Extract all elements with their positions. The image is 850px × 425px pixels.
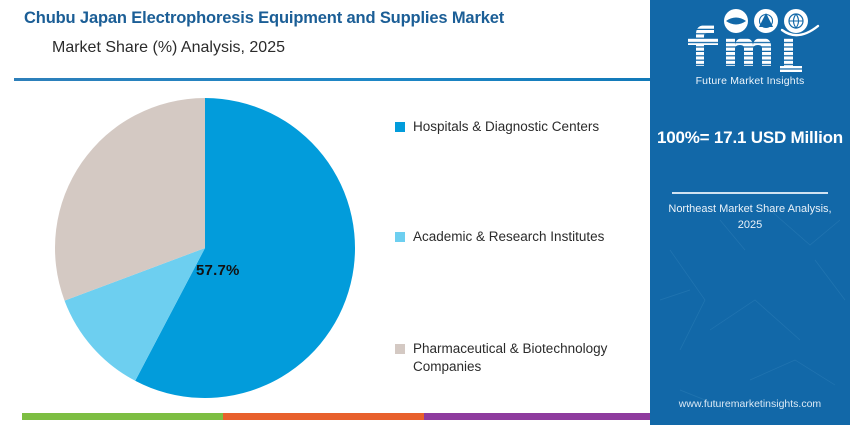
pie-chart-svg [55, 98, 355, 398]
pie-slice-2[interactable] [55, 98, 205, 301]
logo-circle-icons [724, 9, 808, 33]
legend-label-1: Academic & Research Institutes [413, 229, 605, 244]
footer-strip-segment-2 [423, 413, 650, 420]
panel-texture-decoration [659, 209, 846, 411]
fmi-logo-tagline: Future Market Insights [695, 75, 805, 87]
page-title: Chubu Japan Electrophoresis Equipment an… [24, 9, 505, 27]
brand-panel: Future Market Insights 100%= 17.1 USD Mi… [650, 0, 850, 425]
website-url[interactable]: www.futuremarketinsights.com [678, 398, 822, 410]
fmi-logo-icon [688, 9, 820, 72]
title-block: Chubu Japan Electrophoresis Equipment an… [0, 0, 650, 80]
legend-item-academic-research-institutes[interactable]: Academic & Research Institutes [395, 228, 645, 246]
legend-label-0: Hospitals & Diagnostic Centers [413, 119, 600, 134]
panel-caption: Northeast Market Share Analysis, 2025 [668, 203, 832, 231]
fmi-logo: Future Market Insights [650, 8, 850, 90]
legend-swatch-icon-0 [395, 122, 405, 132]
footer-strip-segment-1 [222, 413, 424, 420]
pie-chart [55, 98, 355, 398]
pie-slice-group [55, 98, 355, 398]
legend-swatch-icon-1 [395, 232, 405, 242]
page-subtitle: Market Share (%) Analysis, 2025 [52, 38, 285, 56]
footer-strip-segment-0 [22, 413, 223, 420]
legend-item-pharmaceutical-biotechnology-companies[interactable]: Pharmaceutical & Biotechnology Companies [395, 340, 645, 376]
legend-label-2: Pharmaceutical & Biotechnology Companies [413, 341, 608, 375]
pie-slice-1[interactable] [64, 248, 205, 381]
panel-divider [672, 192, 828, 194]
chart-panel: Chubu Japan Electrophoresis Equipment an… [0, 0, 655, 398]
pie-slice-0[interactable] [135, 98, 355, 398]
legend-swatch-icon-2 [395, 344, 405, 354]
title-divider [14, 78, 655, 81]
total-value-label: 100%= 17.1 USD Million [657, 128, 843, 147]
footer-color-strip [22, 413, 650, 420]
pie-data-label-0: 57.7% [196, 262, 240, 279]
legend-item-hospitals-diagnostic-centers[interactable]: Hospitals & Diagnostic Centers [395, 118, 645, 136]
